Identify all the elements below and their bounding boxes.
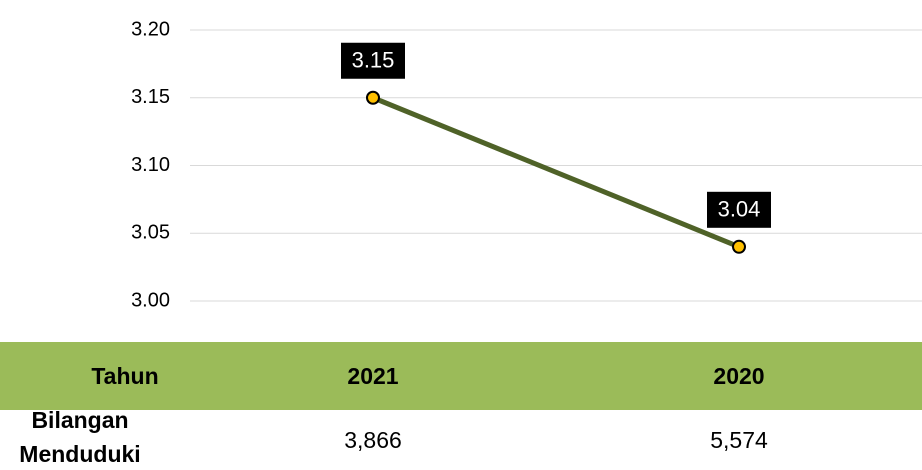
marker — [732, 239, 746, 254]
header-label: Tahun — [91, 362, 159, 389]
row-value: 5,574 — [710, 426, 768, 453]
y-tick-label: 3.15 — [131, 86, 170, 108]
label-box — [341, 42, 405, 79]
y-tick-label: 3.10 — [131, 154, 170, 176]
data-label: 3.04 — [718, 197, 761, 222]
row-value: 3,866 — [344, 426, 402, 453]
label-box — [707, 191, 771, 228]
chart: 3.00 3.05 3.10 3.15 3.20 3.15 3.04 — [131, 18, 922, 311]
header-year: 2020 — [713, 362, 765, 389]
y-tick-label: 3.05 — [131, 222, 170, 244]
line — [372, 95, 740, 250]
table-header-row — [0, 342, 922, 410]
data-label: 3.15 — [352, 48, 395, 73]
row-label: Bilangan Menduduki — [19, 407, 141, 467]
y-tick-label: 3.20 — [131, 18, 170, 40]
marker — [366, 90, 380, 105]
header-year: 2021 — [347, 362, 399, 389]
y-tick-label: 3.00 — [131, 289, 170, 311]
